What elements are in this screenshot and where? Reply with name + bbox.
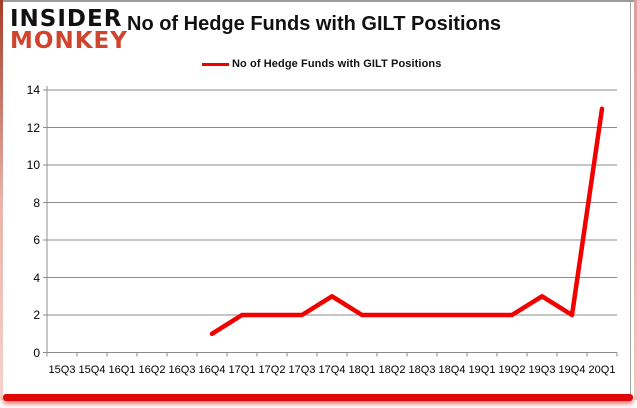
x-axis-label-15Q3: 15Q3 bbox=[48, 364, 76, 376]
x-axis-label-19Q1: 19Q1 bbox=[468, 364, 496, 376]
chart-area-right-border bbox=[630, 2, 631, 394]
insider-monkey-logo: INSIDER MONKEY bbox=[10, 5, 128, 54]
frame-border-right bbox=[634, 0, 637, 400]
legend-label: No of Hedge Funds with GILT Positions bbox=[232, 58, 442, 70]
series-line-0 bbox=[209, 106, 605, 337]
x-axis-label-19Q2: 19Q2 bbox=[498, 364, 526, 376]
x-axis-label-18Q1: 18Q1 bbox=[348, 364, 376, 376]
x-axis-label-19Q3: 19Q3 bbox=[528, 364, 556, 376]
y-axis-label-6: 6 bbox=[33, 233, 40, 247]
x-axis-label-18Q2: 18Q2 bbox=[378, 364, 406, 376]
y-axis-label-14: 14 bbox=[26, 83, 40, 97]
x-axis-label-19Q4: 19Q4 bbox=[558, 364, 586, 376]
x-axis-label-16Q3: 16Q3 bbox=[168, 364, 196, 376]
x-axis-label-17Q3: 17Q3 bbox=[288, 364, 316, 376]
x-axis-label-17Q4: 17Q4 bbox=[318, 364, 346, 376]
legend-line-swatch bbox=[202, 62, 229, 66]
frame-bottom-glow bbox=[3, 394, 633, 401]
x-axis-label-18Q3: 18Q3 bbox=[408, 364, 436, 376]
frame-border-left bbox=[0, 0, 3, 400]
y-axis-label-12: 12 bbox=[26, 120, 40, 135]
x-axis-label-17Q2: 17Q2 bbox=[258, 364, 286, 376]
y-axis-label-2: 2 bbox=[33, 308, 40, 322]
x-axis-label-18Q4: 18Q4 bbox=[438, 364, 466, 376]
y-axis-label-0: 0 bbox=[33, 345, 40, 360]
x-axis-label-15Q4: 15Q4 bbox=[78, 364, 106, 376]
chart-title: No of Hedge Funds with GILT Positions bbox=[127, 13, 502, 35]
logo-text-monkey: MONKEY bbox=[10, 28, 128, 54]
frame-border-top bbox=[0, 0, 637, 2]
y-axis-label-10: 10 bbox=[26, 158, 40, 172]
y-axis-label-8: 8 bbox=[33, 195, 40, 210]
y-axis-label-4: 4 bbox=[33, 270, 40, 285]
legend: No of Hedge Funds with GILT Positions bbox=[202, 58, 441, 70]
x-axis-label-20Q1: 20Q1 bbox=[588, 364, 616, 376]
x-axis-label-16Q1: 16Q1 bbox=[108, 364, 136, 376]
x-axis-label-17Q1: 17Q1 bbox=[228, 364, 256, 376]
x-axis-label-16Q4: 16Q4 bbox=[198, 364, 226, 376]
x-axis-label-16Q2: 16Q2 bbox=[138, 364, 166, 376]
logo-text-insider: INSIDER bbox=[10, 5, 123, 33]
